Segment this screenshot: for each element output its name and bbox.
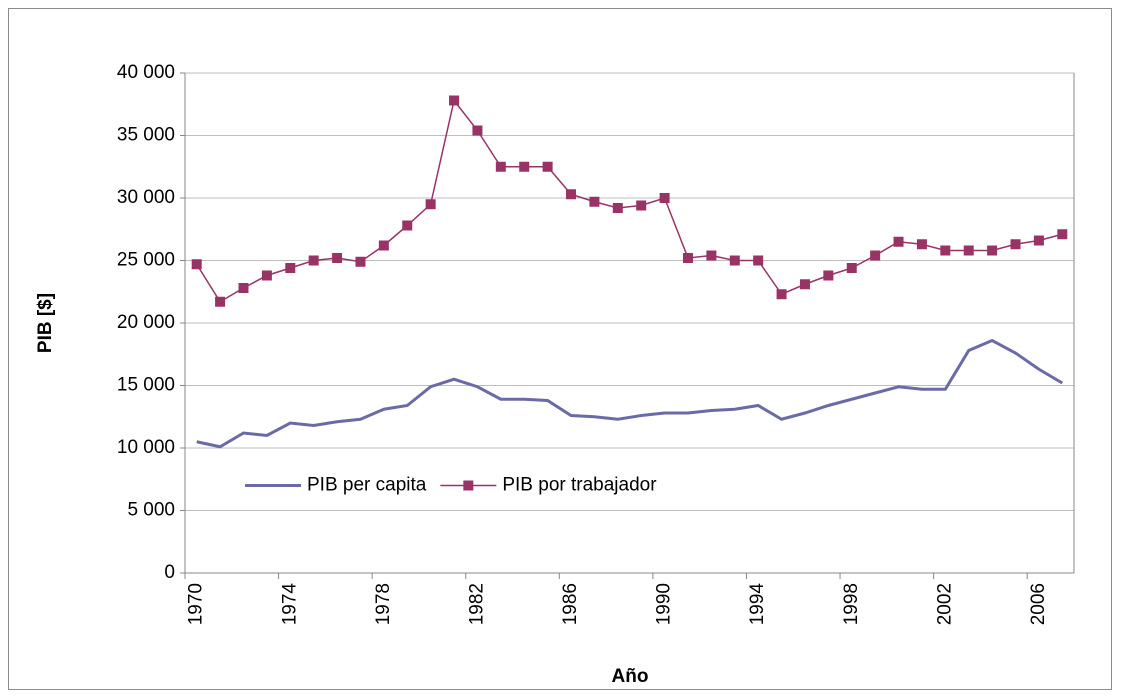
series-line bbox=[196, 338, 1064, 449]
marker bbox=[612, 203, 623, 213]
marker bbox=[916, 239, 927, 250]
marker bbox=[308, 255, 319, 266]
legend-label: PIB por trabajador bbox=[502, 475, 657, 496]
marker bbox=[823, 270, 834, 281]
x-tick-label: 1982 bbox=[466, 583, 487, 625]
x-tick-label: 1974 bbox=[279, 583, 300, 626]
x-tick-label: 1986 bbox=[560, 583, 581, 625]
y-tick-label: 35 000 bbox=[117, 125, 175, 146]
y-tick-label: 25 000 bbox=[117, 250, 175, 271]
marker bbox=[1010, 239, 1021, 250]
marker bbox=[472, 125, 483, 136]
marker bbox=[659, 193, 670, 203]
x-tick-label: 1998 bbox=[841, 583, 862, 625]
marker bbox=[940, 245, 951, 256]
y-tick-label: 0 bbox=[164, 562, 175, 583]
marker bbox=[799, 279, 810, 290]
y-axis-label: PIB [$] bbox=[35, 293, 56, 353]
marker bbox=[776, 289, 787, 300]
marker bbox=[729, 255, 740, 266]
marker bbox=[893, 236, 904, 247]
marker bbox=[636, 200, 647, 211]
x-tick-label: 1970 bbox=[186, 583, 207, 625]
marker bbox=[261, 270, 272, 281]
marker bbox=[355, 256, 366, 267]
y-tick-label: 10 000 bbox=[117, 437, 175, 458]
marker bbox=[963, 245, 974, 256]
marker bbox=[1033, 235, 1044, 246]
marker bbox=[425, 199, 436, 210]
marker bbox=[495, 161, 506, 172]
marker bbox=[1057, 229, 1068, 240]
marker bbox=[519, 161, 530, 172]
x-tick-label: 2006 bbox=[1028, 583, 1049, 625]
x-tick-label: 2002 bbox=[934, 583, 955, 625]
y-tick-label: 30 000 bbox=[117, 187, 175, 208]
x-tick-label: 1994 bbox=[747, 583, 768, 626]
y-tick-label: 15 000 bbox=[117, 375, 175, 396]
y-tick-label: 40 000 bbox=[117, 62, 175, 83]
x-tick-label: 1990 bbox=[654, 583, 675, 625]
marker bbox=[566, 189, 577, 200]
chart-frame bbox=[8, 8, 1112, 690]
marker bbox=[542, 161, 553, 172]
x-tick-label: 1978 bbox=[373, 583, 394, 625]
marker bbox=[987, 245, 998, 256]
y-tick-label: 5 000 bbox=[127, 500, 175, 521]
marker bbox=[238, 283, 249, 293]
legend-marker bbox=[463, 480, 474, 491]
marker bbox=[191, 259, 202, 270]
x-axis-label: Año bbox=[612, 666, 649, 687]
marker bbox=[378, 240, 389, 251]
marker bbox=[753, 255, 764, 266]
marker bbox=[589, 196, 600, 207]
marker bbox=[402, 220, 413, 231]
marker bbox=[846, 263, 857, 273]
legend-label: PIB per capita bbox=[307, 475, 427, 496]
marker bbox=[285, 263, 296, 273]
marker bbox=[332, 253, 343, 263]
y-tick-label: 20 000 bbox=[117, 312, 175, 333]
marker bbox=[215, 296, 226, 307]
marker bbox=[706, 250, 717, 261]
marker bbox=[449, 95, 460, 106]
marker bbox=[870, 250, 881, 261]
marker bbox=[682, 253, 693, 263]
